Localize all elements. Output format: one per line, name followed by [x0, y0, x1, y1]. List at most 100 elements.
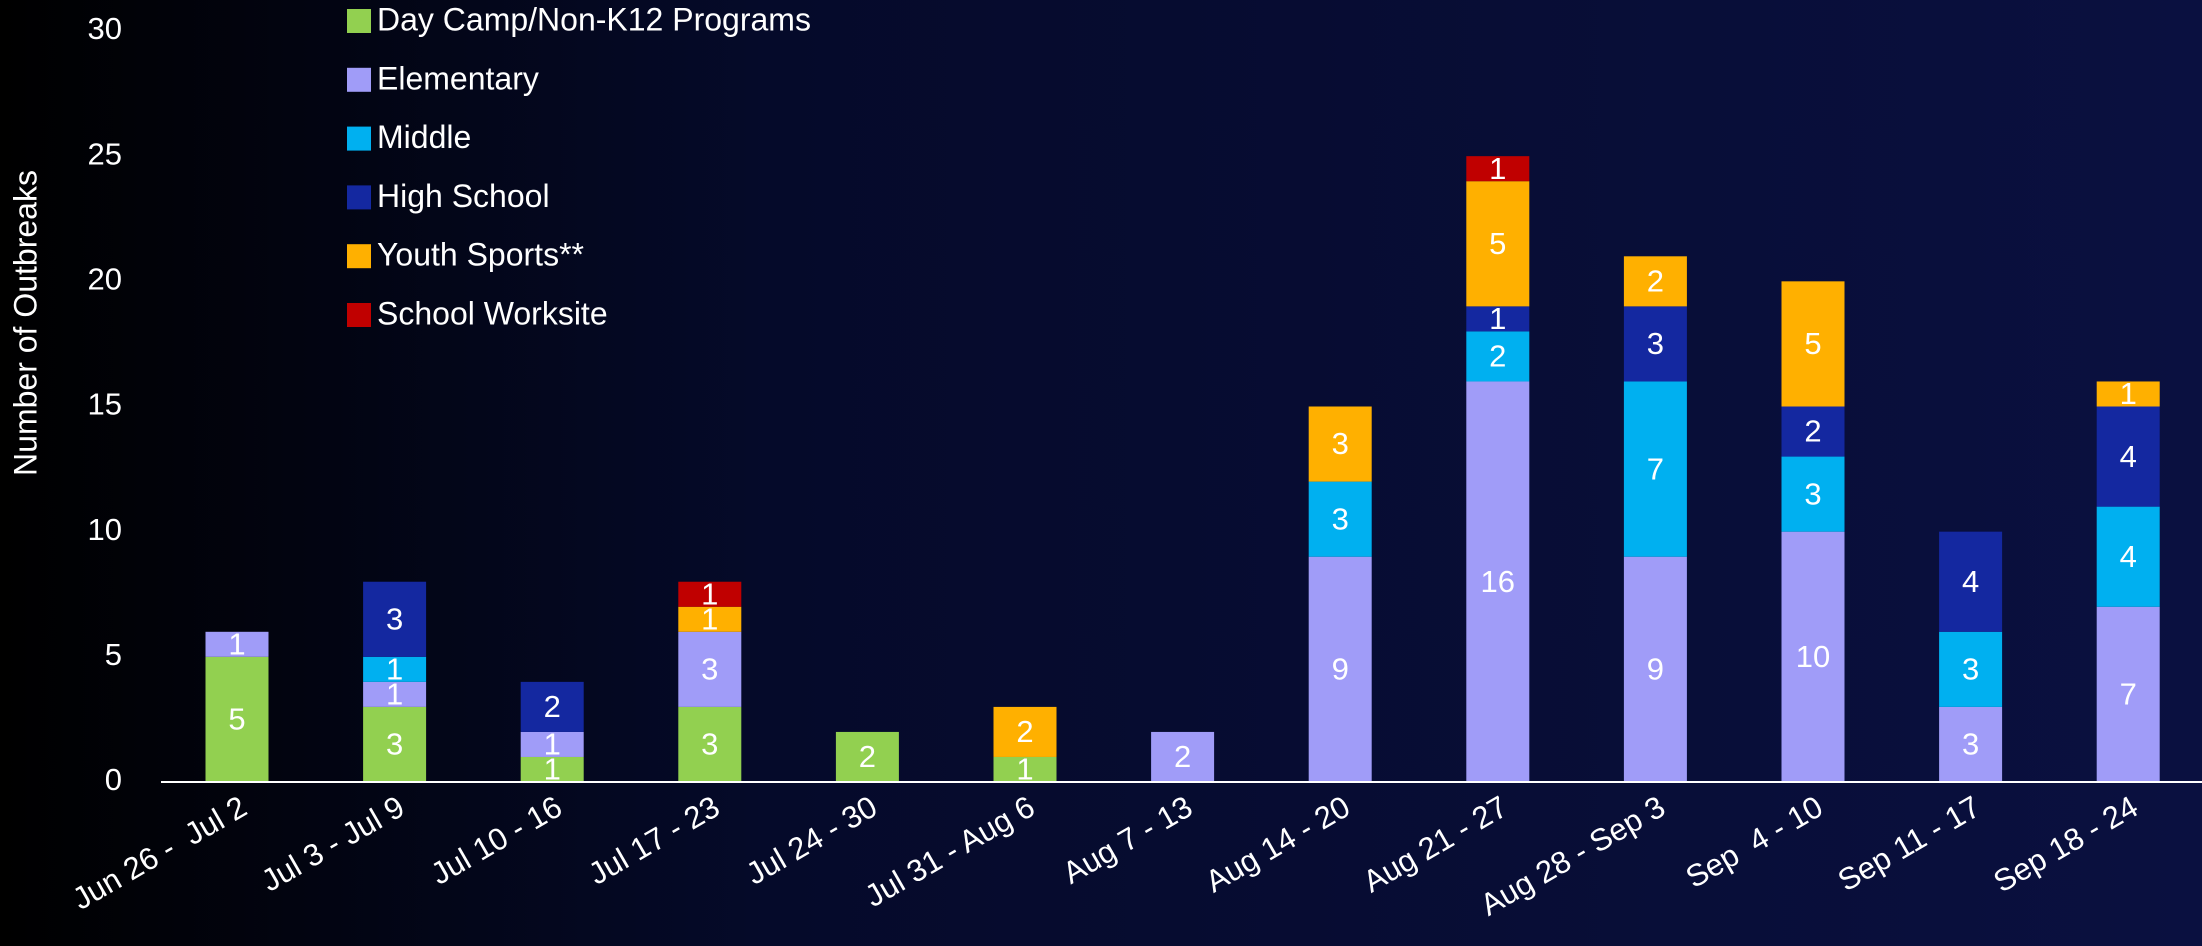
data-label: 9 — [1332, 652, 1349, 687]
data-label: 4 — [2120, 539, 2137, 574]
legend-label: Elementary — [377, 60, 539, 96]
bar-segment — [1466, 156, 1530, 182]
bar-segment — [1623, 381, 1687, 557]
data-label: 1 — [701, 601, 718, 636]
bar-segment — [1308, 481, 1372, 557]
data-label: 3 — [1962, 727, 1979, 762]
data-label: 1 — [1016, 752, 1033, 787]
bar-segment — [1466, 381, 1530, 782]
data-label: 2 — [1804, 414, 1821, 449]
bar-segment — [1466, 181, 1530, 307]
data-label: 3 — [1647, 326, 1664, 361]
data-label: 1 — [386, 652, 403, 687]
data-label: 4 — [2120, 439, 2137, 474]
legend-swatch — [347, 67, 371, 92]
legend-label: Day Camp/Non-K12 Programs — [377, 1, 811, 37]
legend-label: School Worksite — [377, 295, 608, 331]
bar-segment — [1466, 306, 1530, 332]
bar-segment — [1939, 706, 2003, 782]
bar-segment — [678, 581, 742, 607]
legend-label: Youth Sports** — [377, 237, 584, 273]
data-label: 3 — [1804, 476, 1821, 511]
data-label: 3 — [1332, 426, 1349, 461]
bar-segment — [363, 656, 427, 682]
bar-segment — [2096, 406, 2160, 507]
bar-segment — [993, 756, 1057, 782]
bar-segment — [520, 731, 584, 757]
bar-segment — [1623, 256, 1687, 307]
bar-segment — [1781, 531, 1845, 782]
bar-segment — [835, 731, 899, 782]
data-label: 3 — [701, 727, 718, 762]
data-label: 1 — [1489, 301, 1506, 336]
legend-swatch — [347, 185, 371, 210]
y-tick-label: 10 — [88, 512, 122, 547]
data-label: 3 — [386, 601, 403, 636]
data-label: 1 — [544, 727, 561, 762]
bar-segment — [678, 606, 742, 632]
data-label: 1 — [2120, 376, 2137, 411]
data-label: 3 — [1332, 501, 1349, 536]
data-label: 2 — [1016, 714, 1033, 749]
data-label: 2 — [1489, 339, 1506, 374]
data-label: 2 — [1647, 264, 1664, 299]
bar-segment — [1781, 406, 1845, 457]
data-label: 3 — [701, 652, 718, 687]
data-label: 1 — [386, 677, 403, 712]
data-label: 7 — [2120, 677, 2137, 712]
data-label: 9 — [1647, 652, 1664, 687]
bar-segment — [678, 706, 742, 782]
bar-segment — [520, 681, 584, 732]
data-label: 7 — [1647, 451, 1664, 486]
bar-segment — [2096, 606, 2160, 782]
legend-swatch — [347, 9, 371, 33]
bar-segment — [1781, 281, 1845, 407]
y-tick-label: 25 — [88, 136, 122, 171]
bar-segment — [1623, 306, 1687, 382]
legend-label: High School — [377, 178, 550, 214]
bar-segment — [1781, 456, 1845, 532]
bar-segment — [1151, 731, 1215, 782]
legend-swatch — [347, 303, 371, 327]
y-tick-label: 20 — [88, 262, 122, 297]
data-label: 2 — [544, 689, 561, 724]
legend-label: Middle — [377, 119, 471, 155]
data-label: 4 — [1962, 564, 1979, 599]
data-label: 3 — [386, 727, 403, 762]
bar-segment — [1939, 531, 2003, 632]
data-label: 1 — [228, 627, 245, 662]
bar-segment — [1466, 331, 1530, 382]
legend-swatch — [347, 244, 371, 269]
y-tick-label: 30 — [88, 11, 122, 46]
data-label: 5 — [1489, 226, 1506, 261]
bar-segment — [520, 756, 584, 782]
data-label: 1 — [544, 752, 561, 787]
bar-segment — [678, 631, 742, 707]
bar-segment — [363, 581, 427, 657]
data-label: 1 — [1489, 151, 1506, 186]
bar-segment — [2096, 381, 2160, 407]
y-tick-label: 5 — [105, 637, 122, 672]
legend-swatch — [347, 126, 371, 151]
bar-segment — [2096, 506, 2160, 607]
data-label: 16 — [1481, 564, 1515, 599]
bar-segment — [1623, 556, 1687, 782]
data-label: 1 — [701, 576, 718, 611]
data-label: 5 — [1804, 326, 1821, 361]
bar-segment — [1308, 556, 1372, 782]
data-label: 3 — [1962, 652, 1979, 687]
bar-segment — [205, 656, 269, 782]
bar-segment — [363, 706, 427, 782]
bar-segment — [993, 706, 1057, 757]
data-label: 5 — [228, 702, 245, 737]
bar-segment — [205, 631, 269, 657]
bar-segment — [1939, 631, 2003, 707]
bar-segment — [363, 681, 427, 707]
y-axis-label: Number of Outbreaks — [7, 170, 43, 476]
data-label: 2 — [1174, 739, 1191, 774]
y-tick-label: 15 — [88, 387, 122, 422]
data-label: 10 — [1796, 639, 1830, 674]
data-label: 2 — [859, 739, 876, 774]
